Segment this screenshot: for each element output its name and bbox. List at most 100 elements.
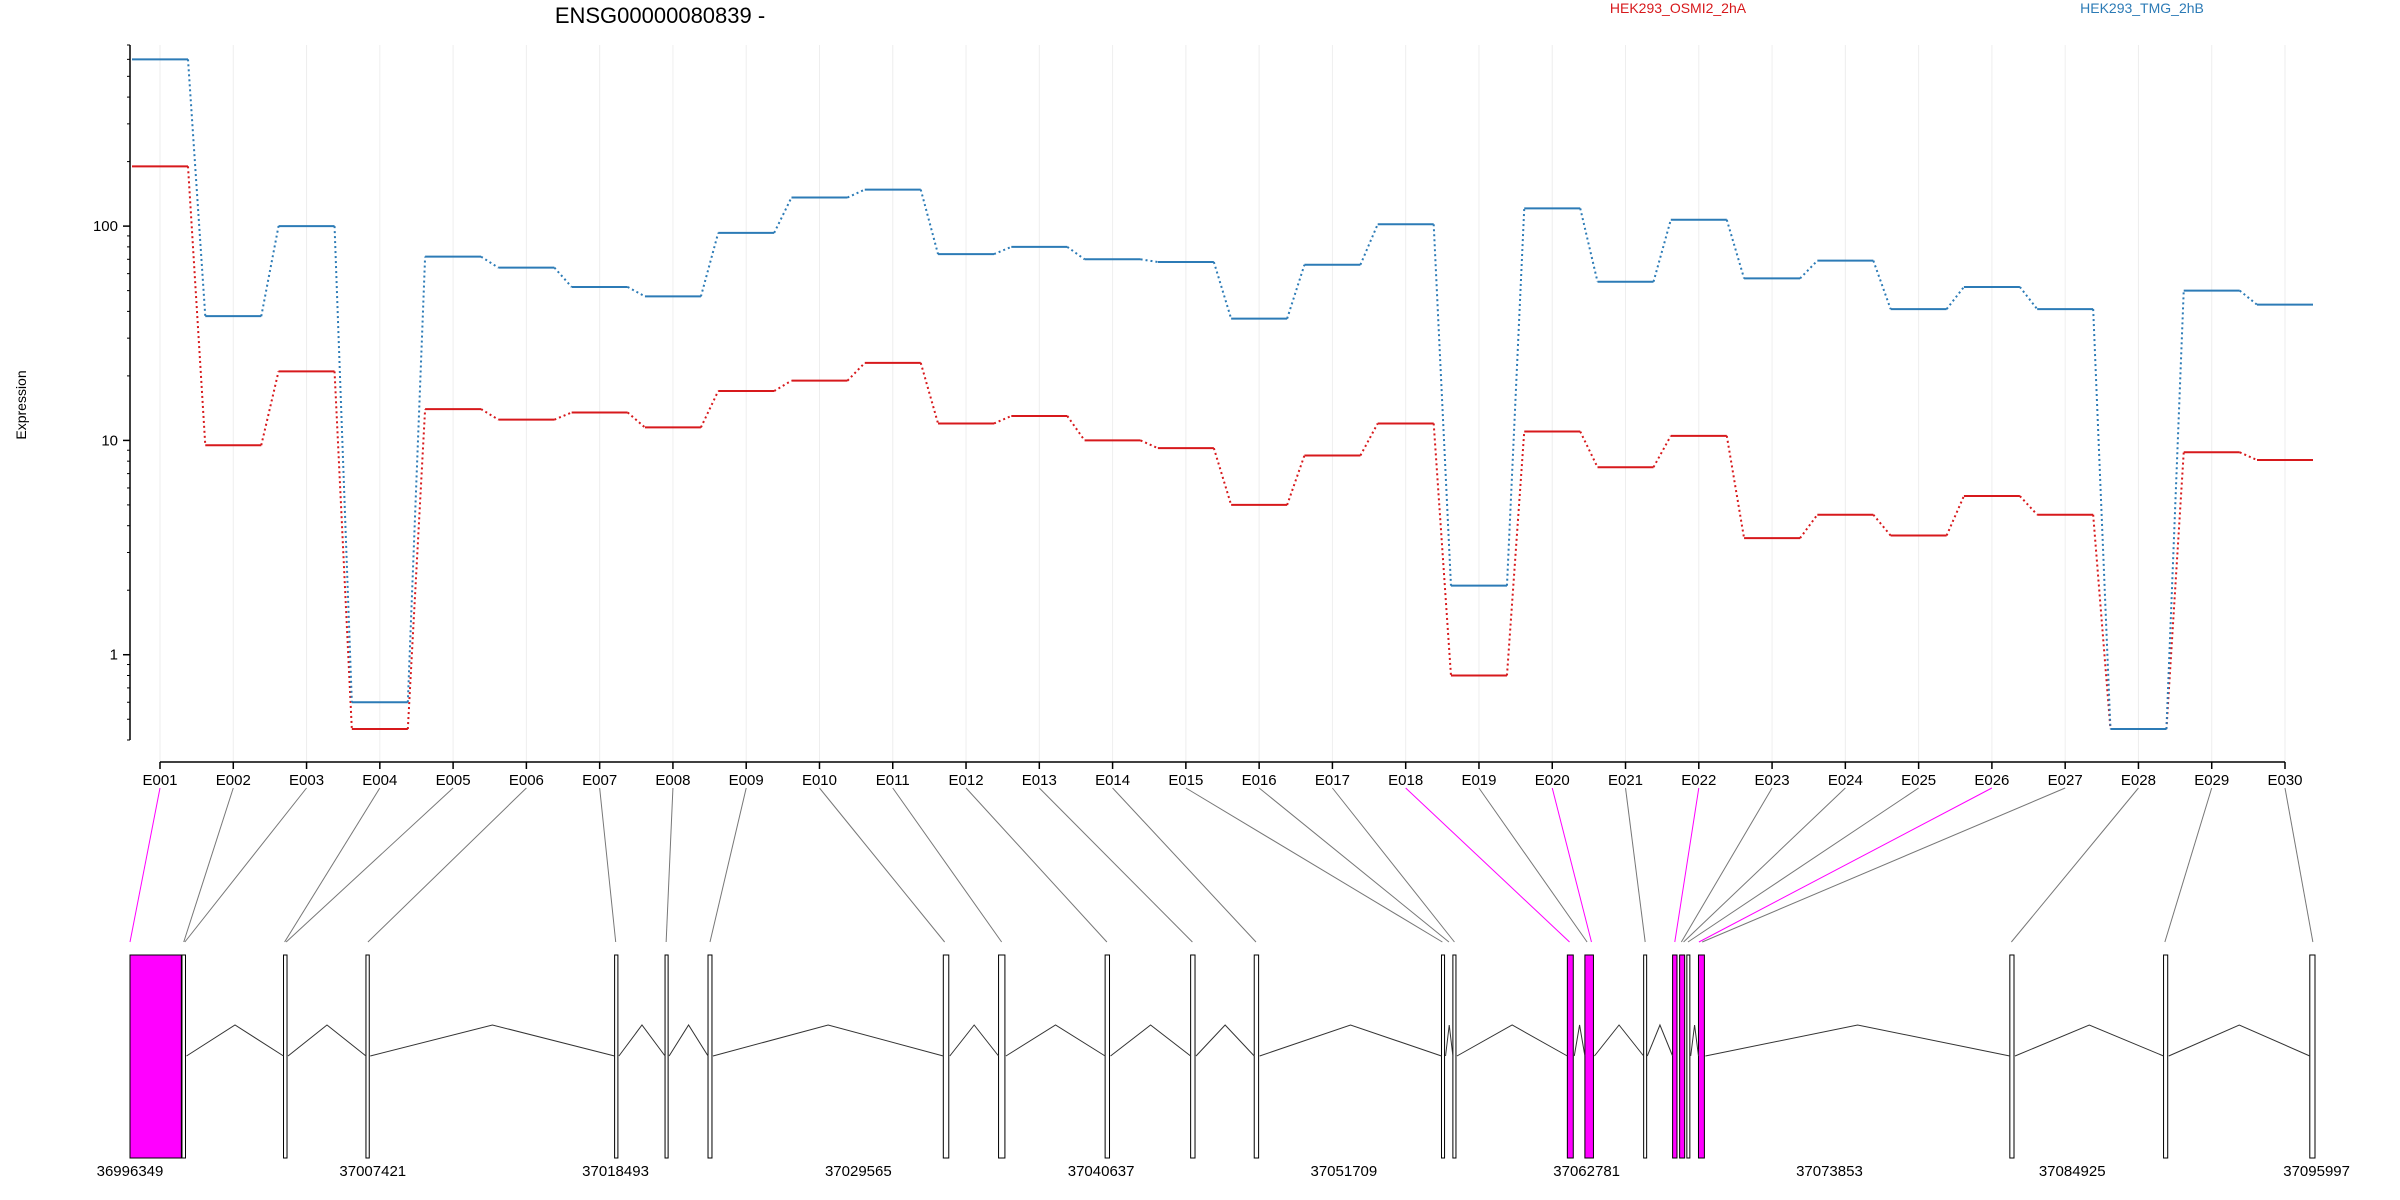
x-tick-label: E024 bbox=[1828, 772, 1863, 789]
genomic-tick-label: 37051709 bbox=[1311, 1163, 1378, 1180]
connector-e003 bbox=[184, 787, 307, 943]
x-tick-label: E007 bbox=[582, 772, 617, 789]
axes: 1 10 100 E001 E002 E003 E004 E005 E006 E007 E008 E0… bbox=[93, 44, 2303, 789]
x-tick-label: E016 bbox=[1242, 772, 1277, 789]
series-0 bbox=[132, 165, 2313, 731]
x-tick-label: E001 bbox=[142, 772, 177, 789]
series-connector bbox=[993, 245, 1012, 256]
exon-box bbox=[2163, 954, 2169, 1159]
intron-line bbox=[1690, 1024, 1699, 1057]
series-connector bbox=[2165, 290, 2185, 730]
connector-e029 bbox=[2164, 787, 2213, 943]
genomic-tick-label: 37084925 bbox=[2039, 1163, 2106, 1180]
series-lines bbox=[132, 58, 2313, 731]
genomic-tick-label: 36996349 bbox=[97, 1163, 164, 1180]
genomic-tick-label: 37095997 bbox=[2283, 1163, 2350, 1180]
grid-lines bbox=[159, 45, 2286, 762]
exon-box bbox=[614, 954, 619, 1159]
connector-e010 bbox=[819, 787, 946, 943]
series-connector bbox=[1212, 447, 1233, 506]
series-connector bbox=[1945, 495, 1965, 536]
x-tick-label: E008 bbox=[655, 772, 690, 789]
series-connector bbox=[1140, 258, 1159, 263]
series-connector bbox=[1505, 431, 1526, 676]
series-connector bbox=[2239, 451, 2258, 461]
connector-e011 bbox=[892, 787, 1003, 943]
connector-e024 bbox=[1683, 787, 1846, 943]
series-connector bbox=[260, 371, 280, 446]
connector-e020 bbox=[1551, 787, 1592, 943]
series-connector bbox=[1872, 260, 1892, 310]
y-tick-label: 100 bbox=[93, 218, 118, 235]
x-tick-label: E018 bbox=[1388, 772, 1423, 789]
exon-box bbox=[1672, 954, 1678, 1159]
series-connector bbox=[1799, 259, 1819, 280]
connector-e025 bbox=[1687, 787, 1919, 943]
intron-line bbox=[1005, 1024, 1106, 1057]
series-connector bbox=[1579, 431, 1599, 468]
intron-line bbox=[1646, 1023, 1674, 1057]
exon-connectors bbox=[129, 787, 2314, 943]
gene-model bbox=[129, 954, 2316, 1159]
x-tick-label: E026 bbox=[1974, 772, 2009, 789]
connector-e007 bbox=[599, 787, 617, 943]
exon-box bbox=[1253, 954, 1260, 1159]
series-connector bbox=[773, 197, 793, 234]
exon-box bbox=[1104, 954, 1111, 1159]
connector-e027 bbox=[1702, 787, 2066, 943]
y-tick-label: 1 bbox=[110, 647, 118, 664]
x-tick-label: E014 bbox=[1095, 772, 1130, 789]
series-connector bbox=[333, 226, 353, 703]
series-connector bbox=[2092, 309, 2112, 730]
series-connector bbox=[1066, 415, 1086, 441]
connector-e019 bbox=[1478, 787, 1588, 943]
exon-box bbox=[1190, 954, 1196, 1159]
series-connector bbox=[1652, 219, 1672, 283]
intron-line bbox=[1573, 1024, 1586, 1057]
x-tick-label: E027 bbox=[2048, 772, 2083, 789]
series-connector bbox=[1945, 286, 1965, 310]
genomic-axis: 36996349 37007421 37018493 37029565 37040637… bbox=[97, 1163, 2350, 1180]
series-connector bbox=[1140, 439, 1159, 450]
exon-box bbox=[1452, 954, 1457, 1159]
series-connector bbox=[480, 408, 499, 421]
x-tick-label: E019 bbox=[1461, 772, 1496, 789]
series-connector bbox=[406, 256, 427, 703]
series-connector bbox=[333, 371, 353, 730]
series-connector bbox=[1725, 435, 1746, 539]
series-1 bbox=[132, 58, 2313, 731]
intron-line bbox=[1195, 1024, 1255, 1057]
x-tick-label: E011 bbox=[876, 772, 910, 789]
intron-line bbox=[712, 1024, 944, 1057]
connector-e009 bbox=[709, 787, 747, 943]
connector-e017 bbox=[1332, 787, 1455, 943]
series-connector bbox=[1359, 223, 1379, 266]
x-tick-label: E025 bbox=[1901, 772, 1936, 789]
x-tick-label: E028 bbox=[2121, 772, 2156, 789]
x-tick-label: E013 bbox=[1022, 772, 1057, 789]
series-connector bbox=[406, 409, 427, 730]
series-connector bbox=[699, 232, 720, 297]
connector-e022 bbox=[1674, 787, 1700, 943]
legend-entry-tmg: HEK293_TMG_2hB bbox=[2080, 0, 2204, 16]
series-connector bbox=[627, 411, 646, 429]
connector-e023 bbox=[1680, 787, 1773, 943]
exon-box bbox=[1679, 954, 1686, 1159]
exon-box bbox=[283, 954, 288, 1159]
genomic-tick-label: 37029565 bbox=[825, 1163, 892, 1180]
exon-box bbox=[1440, 954, 1446, 1159]
series-connector bbox=[187, 166, 207, 446]
series-connector bbox=[2239, 289, 2258, 306]
series-connector bbox=[260, 225, 280, 317]
series-connector bbox=[1066, 246, 1086, 261]
exon-box bbox=[1686, 954, 1691, 1159]
genomic-tick-label: 37073853 bbox=[1796, 1163, 1863, 1180]
series-connector bbox=[2165, 452, 2185, 730]
genomic-tick-label: 37040637 bbox=[1068, 1163, 1135, 1180]
x-tick-label: E015 bbox=[1168, 772, 1203, 789]
series-connector bbox=[1505, 208, 1526, 586]
intron-line bbox=[2014, 1024, 2164, 1057]
series-connector bbox=[2019, 286, 2038, 310]
genomic-tick-label: 37018493 bbox=[582, 1163, 649, 1180]
series-connector bbox=[700, 390, 720, 428]
